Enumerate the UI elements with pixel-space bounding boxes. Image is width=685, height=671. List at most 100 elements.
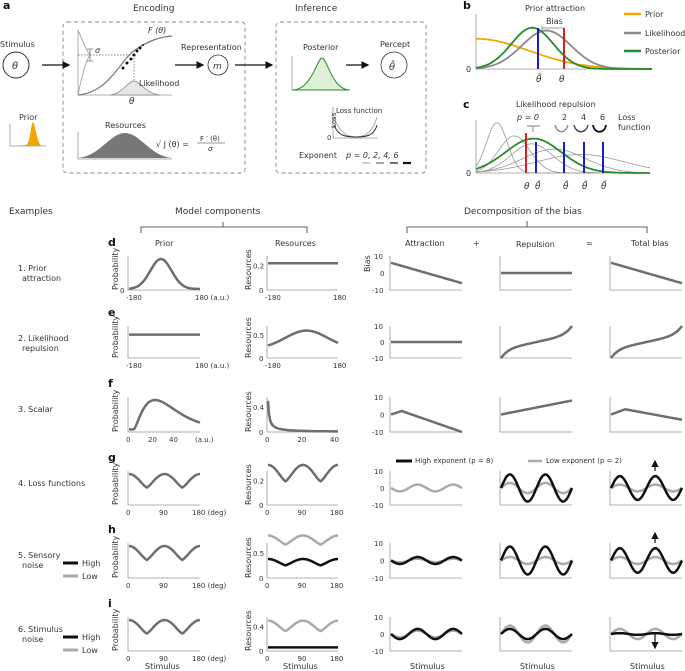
loss-axis-label: Loss (330, 112, 338, 128)
legend-low: Low (82, 572, 98, 581)
representation-label: Representation (181, 43, 242, 52)
repulsion-high-curve (500, 627, 573, 641)
sigma-label: σ (95, 46, 101, 55)
row-label: 6. Stimulus (18, 625, 63, 634)
panel-c: c Likelihood repulsion p = 0 2 4 6 Loss … (463, 98, 651, 192)
x-tick: 180 (deg) (192, 655, 227, 663)
axes (389, 543, 462, 579)
resources-curve (267, 463, 339, 483)
y-tick: 0 (380, 558, 384, 566)
y-tick: 10 (374, 394, 383, 402)
resources-label: Resources (105, 121, 146, 130)
panel-a: a Encoding Inference Stimulus θ Prior σ … (0, 0, 427, 174)
stimulus-label: Stimulus (0, 40, 35, 49)
x-tick: 180 (330, 655, 343, 663)
y-tick: 10 (374, 253, 383, 261)
prior-header: Prior (155, 239, 174, 248)
axes (609, 256, 682, 291)
legend-prior: Prior (645, 10, 664, 19)
axes (389, 471, 462, 506)
panel-letter: e (108, 306, 115, 319)
F-label: F (θ) (148, 26, 166, 35)
y-axis-label: Resources (244, 317, 253, 358)
posterior-curve (291, 57, 351, 91)
y-axis-label: Probability (111, 535, 120, 578)
inference-box (275, 21, 427, 174)
posterior-label: Posterior (303, 43, 339, 52)
x-tick: 40 (330, 436, 339, 444)
y-tick: 0 (259, 287, 263, 295)
example-row: g 4. Loss functions Probability 0 90 180 (deg… (18, 451, 684, 517)
bias-axis-label: Bias (363, 255, 372, 272)
axes (266, 397, 338, 433)
axes (499, 543, 572, 579)
row-label: 1. Prior (18, 264, 47, 273)
y-axis-label: Probability (111, 247, 120, 290)
y-tick: -10 (372, 575, 383, 583)
repulsion-high-curve (499, 473, 574, 503)
axes (609, 543, 682, 579)
axes (609, 397, 682, 433)
y-tick: -10 (372, 648, 383, 656)
sample-dots (121, 44, 144, 70)
x-tick: -180 (265, 362, 281, 370)
prior-distribution (10, 122, 42, 146)
resources-curve (266, 400, 338, 433)
panel-letter: a (3, 0, 10, 12)
y-axis-label: Probability (111, 462, 120, 505)
bias-label: Bias (546, 17, 563, 26)
encoding-box (62, 21, 246, 174)
formula-numerator: F ′ (θ) (200, 135, 220, 143)
axes (266, 326, 338, 359)
legend-high: High (82, 559, 100, 568)
exponent-label: Exponent (299, 151, 337, 160)
attraction-curve (390, 409, 463, 434)
exponent-values: p = 0, 2, 4, 6 (345, 151, 398, 160)
total-curve (610, 408, 683, 422)
axes (266, 256, 338, 291)
x-tick: 180 (a.u.) (195, 294, 229, 302)
theta-label: θ (524, 182, 530, 192)
p6-label: 6 (600, 113, 605, 122)
attraction-high-curve (390, 627, 463, 641)
axes (389, 256, 462, 291)
y-tick: 0.2 (253, 478, 264, 486)
axes (127, 397, 200, 433)
axes (389, 617, 462, 652)
loss-function-label: Loss function (336, 107, 382, 115)
y-tick: 0 (380, 485, 384, 493)
x-tick: 180 (333, 294, 346, 302)
x-tick: 0 (126, 436, 130, 444)
y-axis-label: Resources (244, 391, 253, 432)
likelihood-curve (109, 80, 161, 96)
y-axis-label: Probability (111, 389, 120, 432)
attraction-high-curve (390, 555, 463, 566)
axes (266, 543, 338, 579)
prior-curve (128, 257, 200, 291)
x-tick: -180 (265, 294, 281, 302)
prior-label: Prior (19, 113, 38, 122)
x-tick: 180 (deg) (192, 582, 227, 590)
x-tick: 180 (deg) (192, 509, 227, 517)
equals-sign: = (586, 239, 593, 248)
panel-c-title: Likelihood repulsion (516, 100, 596, 109)
total-high-curve (609, 474, 684, 502)
stimulus-circle (2, 51, 30, 79)
x-tick: 0 (265, 582, 269, 590)
theta-hat-label: θ̂ (536, 72, 542, 85)
y-tick: 0 (259, 429, 263, 437)
axes (127, 471, 200, 506)
plus-sign: + (473, 239, 480, 248)
x-axis-label: Stimulus (283, 662, 318, 671)
total-bias-header: Total bias (630, 239, 669, 248)
panel-b: b Prior attraction Bias 0 θ̂ θ Prior Lik… (463, 0, 685, 85)
x-tick: 180 (330, 509, 343, 517)
x-tick: 40 (169, 436, 178, 444)
y-tick: 0.5 (253, 332, 264, 340)
model-components-header: Model components (175, 207, 261, 217)
theta-hat-label: θ̂ (535, 179, 541, 192)
theta-label: θ (559, 75, 565, 85)
legend-likelihood: Likelihood (645, 29, 685, 38)
likelihood-label: Likelihood (139, 79, 179, 88)
prior-curve (128, 618, 201, 635)
